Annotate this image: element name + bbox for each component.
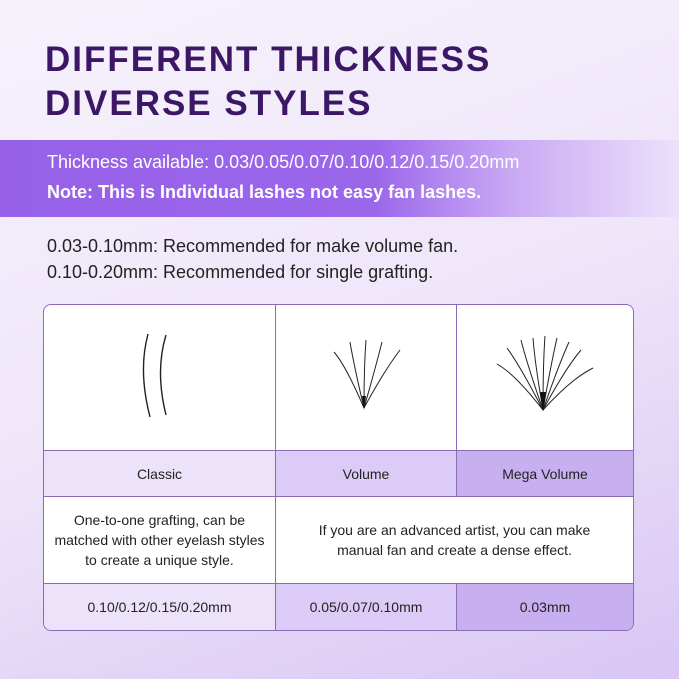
classic-image-cell (44, 305, 276, 451)
volume-sizes: 0.05/0.07/0.10mm (276, 584, 457, 630)
classic-description: One-to-one grafting, can be matched with… (44, 497, 276, 584)
note-text: Note: This is Individual lashes not easy… (47, 182, 482, 202)
recommendation-single: 0.10-0.20mm: Recommended for single graf… (47, 262, 434, 282)
volume-image-cell (276, 305, 457, 451)
recommendation-volume: 0.03-0.10mm: Recommended for make volume… (47, 236, 459, 256)
classic-lash-icon (142, 333, 167, 418)
page-title: DIFFERENT THICKNESS DIVERSE STYLES (45, 38, 491, 126)
thickness-banner: Thickness available: 0.03/0.05/0.07/0.10… (0, 140, 679, 217)
style-mega-volume: Mega Volume (457, 451, 633, 497)
mega-volume-sizes: 0.03mm (457, 584, 633, 630)
classic-sizes: 0.10/0.12/0.15/0.20mm (44, 584, 276, 630)
title-line-2: DIVERSE STYLES (45, 84, 373, 123)
mega-volume-fan-icon (496, 335, 594, 412)
thickness-available: Thickness available: 0.03/0.05/0.07/0.10… (47, 152, 520, 172)
style-volume: Volume (276, 451, 457, 497)
volume-description: If you are an advanced artist, you can m… (276, 497, 633, 584)
title-line-1: DIFFERENT THICKNESS (45, 40, 492, 79)
lash-style-table: Classic Volume Mega Volume One-to-one gr… (43, 304, 634, 631)
mega-volume-image-cell (457, 305, 633, 451)
volume-fan-icon (333, 339, 401, 410)
style-classic: Classic (44, 451, 276, 497)
